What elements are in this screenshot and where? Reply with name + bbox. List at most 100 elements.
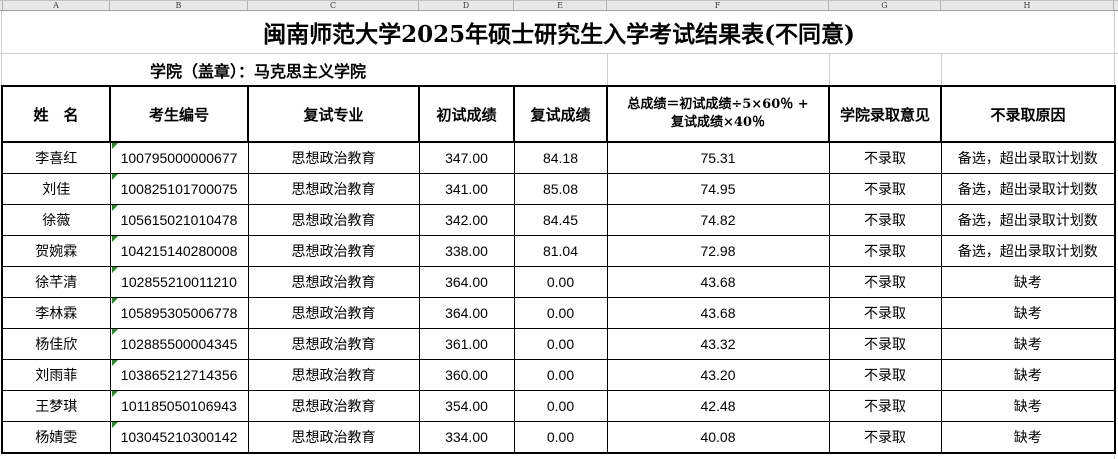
cell-candidate-id[interactable]: 105615021010478 [109, 204, 249, 236]
cell-retest-score[interactable]: 84.18 [513, 141, 608, 174]
cell-retest-major[interactable]: 思想政治教育 [247, 266, 420, 298]
cell-retest-score[interactable]: 81.04 [513, 235, 608, 267]
cell-rejection-reason[interactable]: 缺考 [940, 390, 1116, 422]
cell-name[interactable]: 刘雨菲 [1, 359, 111, 391]
cell-name[interactable]: 王梦琪 [1, 390, 111, 422]
column-header-B[interactable]: B [110, 1, 248, 10]
cell-candidate-id[interactable]: 100795000000677 [109, 141, 249, 174]
column-header-C[interactable]: C [248, 1, 419, 10]
cell-total-score[interactable]: 43.32 [606, 328, 830, 360]
header-rejection-reason[interactable]: 不录取原因 [940, 85, 1116, 143]
college-stamp-cell[interactable]: 学院（盖章）：马克思主义学院 [0, 54, 1118, 85]
cell-retest-major[interactable]: 思想政治教育 [247, 359, 420, 391]
column-header-D[interactable]: D [419, 1, 514, 10]
cell-candidate-id[interactable]: 105895305006778 [109, 297, 249, 329]
cell-total-score[interactable]: 43.68 [606, 297, 830, 329]
cell-admission-opinion[interactable]: 不录取 [828, 328, 942, 360]
cell-rejection-reason[interactable]: 备选，超出录取计划数 [940, 141, 1116, 174]
cell-rejection-reason[interactable]: 缺考 [940, 421, 1116, 454]
header-candidate-id[interactable]: 考生编号 [109, 85, 249, 143]
cell-name[interactable]: 李林霖 [1, 297, 111, 329]
cell-initial-score[interactable]: 342.00 [418, 204, 515, 236]
cell-rejection-reason[interactable]: 缺考 [940, 359, 1116, 391]
cell-retest-score[interactable]: 84.45 [513, 204, 608, 236]
cell-retest-major[interactable]: 思想政治教育 [247, 328, 420, 360]
cell-initial-score[interactable]: 338.00 [418, 235, 515, 267]
cell-total-score[interactable]: 43.68 [606, 266, 830, 298]
header-retest-major[interactable]: 复试专业 [247, 85, 420, 143]
cell-total-score[interactable]: 72.98 [606, 235, 830, 267]
cell-rejection-reason[interactable]: 备选，超出录取计划数 [940, 204, 1116, 236]
table-row: 杨佳欣 102885500004345 思想政治教育 361.00 0.00 4… [1, 328, 1116, 360]
cell-retest-major[interactable]: 思想政治教育 [247, 421, 420, 454]
cell-candidate-id[interactable]: 102885500004345 [109, 328, 249, 360]
cell-name[interactable]: 李喜红 [1, 141, 111, 174]
cell-admission-opinion[interactable]: 不录取 [828, 390, 942, 422]
cell-name[interactable]: 徐芊清 [1, 266, 111, 298]
cell-retest-score[interactable]: 0.00 [513, 421, 608, 454]
cell-initial-score[interactable]: 354.00 [418, 390, 515, 422]
cell-admission-opinion[interactable]: 不录取 [828, 359, 942, 391]
cell-initial-score[interactable]: 334.00 [418, 421, 515, 454]
cell-rejection-reason[interactable]: 备选，超出录取计划数 [940, 235, 1116, 267]
cell-candidate-id[interactable]: 103045210300142 [109, 421, 249, 454]
cell-initial-score[interactable]: 364.00 [418, 297, 515, 329]
cell-retest-major[interactable]: 思想政治教育 [247, 235, 420, 267]
cell-name[interactable]: 徐薇 [1, 204, 111, 236]
cell-retest-major[interactable]: 思想政治教育 [247, 141, 420, 174]
header-total-score-formula[interactable]: 总成绩＝初试成绩÷5×60％ + 复试成绩×40％ [606, 85, 830, 143]
cell-retest-score[interactable]: 0.00 [513, 266, 608, 298]
cell-rejection-reason[interactable]: 备选，超出录取计划数 [940, 173, 1116, 205]
cell-retest-score[interactable]: 0.00 [513, 328, 608, 360]
cell-admission-opinion[interactable]: 不录取 [828, 173, 942, 205]
cell-candidate-id[interactable]: 100825101700075 [109, 173, 249, 205]
cell-admission-opinion[interactable]: 不录取 [828, 421, 942, 454]
header-admission-opinion[interactable]: 学院录取意见 [828, 85, 942, 143]
cell-initial-score[interactable]: 341.00 [418, 173, 515, 205]
cell-retest-score[interactable]: 0.00 [513, 390, 608, 422]
cell-rejection-reason[interactable]: 缺考 [940, 328, 1116, 360]
cell-retest-major[interactable]: 思想政治教育 [247, 173, 420, 205]
cell-retest-score[interactable]: 0.00 [513, 297, 608, 329]
cell-admission-opinion[interactable]: 不录取 [828, 235, 942, 267]
cell-total-score[interactable]: 42.48 [606, 390, 830, 422]
header-initial-score[interactable]: 初试成绩 [418, 85, 515, 143]
cell-admission-opinion[interactable]: 不录取 [828, 141, 942, 174]
cell-total-score[interactable]: 40.08 [606, 421, 830, 454]
cell-retest-major[interactable]: 思想政治教育 [247, 297, 420, 329]
cell-initial-score[interactable]: 364.00 [418, 266, 515, 298]
cell-candidate-id[interactable]: 104215140280008 [109, 235, 249, 267]
cell-rejection-reason[interactable]: 缺考 [940, 297, 1116, 329]
sheet-title-cell[interactable]: 闽南师范大学2025年硕士研究生入学考试结果表(不同意) [0, 11, 1118, 54]
column-header-G[interactable]: G [829, 1, 941, 10]
cell-initial-score[interactable]: 347.00 [418, 141, 515, 174]
cell-total-score[interactable]: 75.31 [606, 141, 830, 174]
cell-candidate-id[interactable]: 101185050106943 [109, 390, 249, 422]
cell-retest-major[interactable]: 思想政治教育 [247, 204, 420, 236]
column-header-F[interactable]: F [607, 1, 829, 10]
cell-admission-opinion[interactable]: 不录取 [828, 266, 942, 298]
cell-total-score[interactable]: 74.95 [606, 173, 830, 205]
cell-retest-major[interactable]: 思想政治教育 [247, 390, 420, 422]
column-header-H[interactable]: H [941, 1, 1114, 10]
cell-name[interactable]: 刘佳 [1, 173, 111, 205]
cell-name[interactable]: 杨佳欣 [1, 328, 111, 360]
candidate-id-value: 100795000000677 [120, 150, 238, 166]
cell-initial-score[interactable]: 360.00 [418, 359, 515, 391]
cell-name[interactable]: 贺婉霖 [1, 235, 111, 267]
cell-name[interactable]: 杨婧雯 [1, 421, 111, 454]
cell-initial-score[interactable]: 361.00 [418, 328, 515, 360]
cell-total-score[interactable]: 43.20 [606, 359, 830, 391]
column-header-E[interactable]: E [514, 1, 607, 10]
cell-candidate-id[interactable]: 103865212714356 [109, 359, 249, 391]
cell-total-score[interactable]: 74.82 [606, 204, 830, 236]
cell-candidate-id[interactable]: 102855210011210 [109, 266, 249, 298]
cell-retest-score[interactable]: 85.08 [513, 173, 608, 205]
header-name[interactable]: 姓 名 [1, 85, 111, 143]
cell-admission-opinion[interactable]: 不录取 [828, 297, 942, 329]
column-header-A[interactable]: A [2, 1, 110, 10]
cell-admission-opinion[interactable]: 不录取 [828, 204, 942, 236]
header-retest-score[interactable]: 复试成绩 [513, 85, 608, 143]
cell-rejection-reason[interactable]: 缺考 [940, 266, 1116, 298]
cell-retest-score[interactable]: 0.00 [513, 359, 608, 391]
